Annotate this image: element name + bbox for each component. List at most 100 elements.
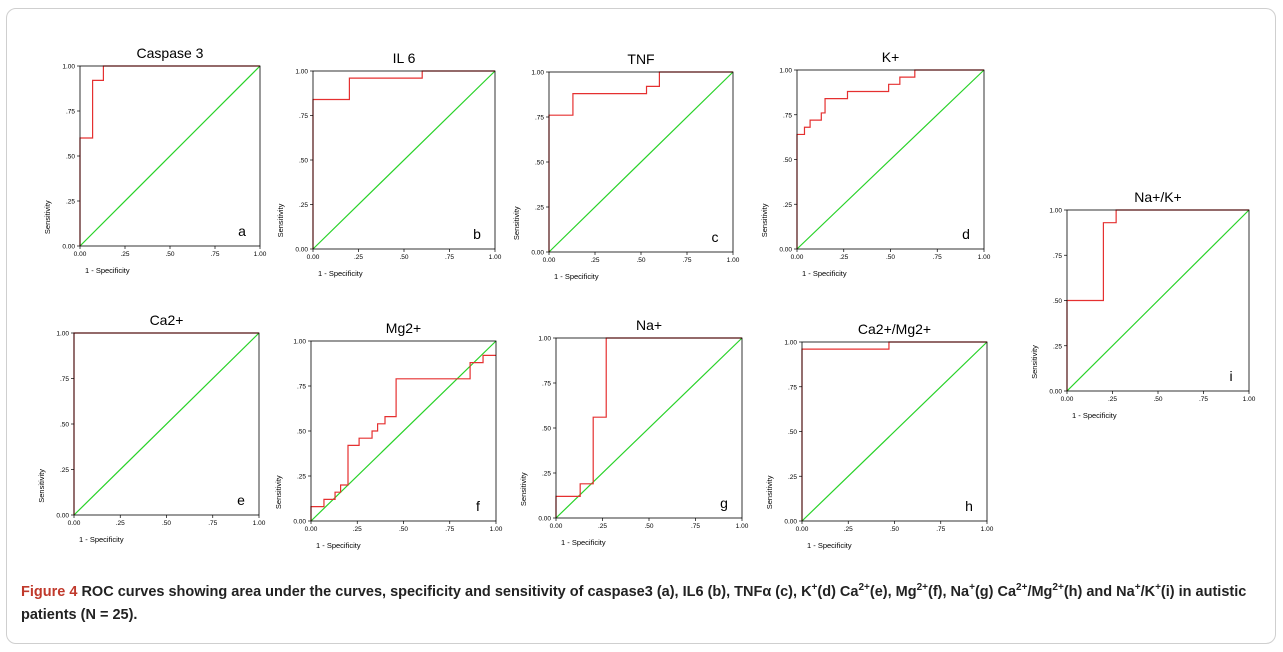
panel-title: K+	[882, 49, 900, 65]
caption-fragment: α	[762, 584, 772, 600]
x-tick-label: 1.00	[727, 257, 740, 264]
reference-diagonal-line	[73, 332, 260, 516]
caption-superscript: +	[969, 582, 975, 594]
x-tick-label: 1.00	[489, 254, 502, 261]
x-tick-label: .25	[120, 251, 129, 258]
panel-title: TNF	[627, 51, 654, 67]
x-axis-label: 1 - Specificity	[1072, 411, 1117, 420]
x-tick-label: .25	[353, 526, 362, 533]
x-tick-label: .25	[598, 523, 607, 530]
y-tick-label: .25	[535, 205, 544, 212]
x-tick-label: .75	[936, 526, 945, 533]
roc-panel-d: K+ 0.00 .25 .50 .75 1.00 0.00 .25 .50 .75 1.00 1 - …	[760, 49, 991, 278]
x-tick-label: 0.00	[550, 523, 563, 530]
panel-title: Mg2+	[386, 320, 421, 336]
x-axis-label: 1 - Specificity	[802, 269, 847, 278]
caption-superscript: +	[811, 582, 818, 594]
y-axis-label: Sensitivity	[43, 200, 52, 234]
x-tick-label: .75	[691, 523, 700, 530]
y-tick-label: .50	[788, 429, 797, 436]
x-tick-label: .50	[636, 257, 645, 264]
panel-title: Na+	[636, 317, 662, 333]
y-tick-label: 1.00	[784, 340, 797, 347]
reference-diagonal-line	[796, 69, 985, 250]
panel-letter: e	[237, 492, 245, 508]
y-tick-label: 0.00	[1049, 389, 1062, 396]
x-axis-label: 1 - Specificity	[79, 535, 124, 544]
x-tick-label: .75	[933, 254, 942, 261]
reference-diagonal-line	[310, 340, 497, 522]
y-tick-label: .50	[66, 154, 75, 161]
y-axis-label: Sensitivity	[760, 203, 769, 237]
y-axis-label: Sensitivity	[1030, 345, 1039, 379]
y-tick-label: 0.00	[293, 519, 306, 526]
roc-panel-i: Na+/K+ 0.00 .25 .50 .75 1.00 0.00 .25 .50 .75 1.00…	[1030, 189, 1256, 420]
roc-panel-b: IL 6 0.00 .25 .50 .75 1.00 0.00 .25 .50 .75 1.00 1 …	[276, 50, 502, 278]
panel-letter: h	[965, 498, 973, 514]
x-tick-label: .50	[399, 526, 408, 533]
caption-superscript: 2+	[1052, 582, 1064, 594]
x-axis-label: 1 - Specificity	[807, 541, 852, 550]
y-tick-label: 0.00	[784, 519, 797, 526]
x-tick-label: .75	[208, 520, 217, 527]
x-tick-label: 1.00	[490, 526, 503, 533]
roc-panel-g: Na+ 0.00 .25 .50 .75 1.00 0.00 .25 .50 .75 1.00 1 -…	[519, 317, 749, 547]
y-tick-label: 0.00	[56, 513, 69, 520]
y-tick-label: .75	[299, 113, 308, 120]
panel-letter: b	[473, 226, 481, 242]
x-tick-label: .25	[354, 254, 363, 261]
caption-fragment: (f), Na	[928, 584, 970, 600]
y-tick-label: 1.00	[295, 69, 308, 76]
y-tick-label: .25	[297, 474, 306, 481]
x-tick-label: 0.00	[543, 257, 556, 264]
x-axis-label: 1 - Specificity	[316, 541, 361, 550]
y-tick-label: .75	[60, 376, 69, 383]
x-tick-label: .25	[590, 257, 599, 264]
x-tick-label: .50	[162, 520, 171, 527]
caption-superscript: 2+	[916, 582, 929, 594]
y-tick-label: .25	[542, 471, 551, 478]
y-tick-label: 1.00	[62, 64, 75, 71]
reference-diagonal-line	[548, 71, 734, 253]
panel-title: Caspase 3	[137, 45, 204, 61]
y-tick-label: .75	[783, 112, 792, 119]
y-tick-label: 1.00	[56, 331, 69, 338]
roc-figure: Caspase 3 0.00 .25 .50 .75 1.00 0.00 .25 .50 .75 1…	[37, 45, 1256, 550]
caption-superscript: 2+	[1016, 582, 1028, 594]
x-tick-label: 0.00	[307, 254, 320, 261]
x-tick-label: .25	[839, 254, 848, 261]
caption-fragment: (h) and Na	[1063, 584, 1135, 600]
y-tick-label: .50	[783, 157, 792, 164]
x-tick-label: 1.00	[736, 523, 749, 530]
caption-superscript: 2+	[858, 582, 870, 594]
x-tick-label: .50	[886, 254, 895, 261]
y-tick-label: 0.00	[531, 250, 544, 257]
x-tick-label: .50	[1153, 396, 1162, 403]
x-tick-label: 1.00	[253, 520, 266, 527]
panel-letter: a	[238, 223, 246, 239]
y-tick-label: 1.00	[293, 339, 306, 346]
y-tick-label: .50	[535, 160, 544, 167]
y-tick-label: .50	[60, 422, 69, 429]
panel-title: Ca2+/Mg2+	[858, 321, 931, 337]
panel-title: Ca2+	[150, 312, 184, 328]
x-tick-label: .50	[644, 523, 653, 530]
x-tick-label: .25	[844, 526, 853, 533]
y-axis-label: Sensitivity	[274, 475, 283, 509]
panel-letter: i	[1229, 368, 1232, 384]
reference-diagonal-line	[312, 70, 496, 250]
x-tick-label: .75	[445, 254, 454, 261]
x-tick-label: 0.00	[305, 526, 318, 533]
x-tick-label: .50	[165, 251, 174, 258]
caption-fragment: (e), Mg	[869, 584, 917, 600]
x-tick-label: .75	[1199, 396, 1208, 403]
y-axis-label: Sensitivity	[276, 203, 285, 237]
x-axis-label: 1 - Specificity	[85, 266, 130, 275]
y-axis-label: Sensitivity	[512, 206, 521, 240]
roc-panel-c: TNF 0.00 .25 .50 .75 1.00 0.00 .25 .50 .75 1.00 1 -…	[512, 51, 740, 281]
x-tick-label: 1.00	[1243, 396, 1256, 403]
x-tick-label: 0.00	[796, 526, 809, 533]
caption-fragment: (g) Ca	[974, 584, 1017, 600]
x-tick-label: .25	[1108, 396, 1117, 403]
y-tick-label: 0.00	[295, 247, 308, 254]
